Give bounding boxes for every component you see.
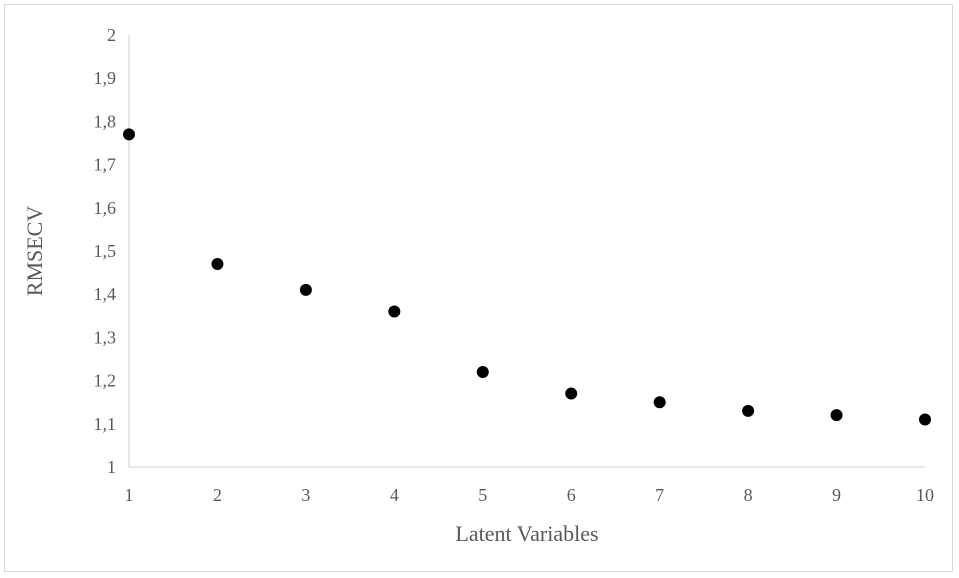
data-point (565, 387, 578, 400)
data-point (653, 396, 666, 409)
x-tick-label: 1 (125, 485, 134, 505)
x-tick-label: 8 (744, 485, 753, 505)
y-axis-title: RMSECV (22, 206, 47, 297)
x-tick-labels: 1 2 3 4 5 6 7 8 9 10 (125, 485, 935, 505)
x-tick-label: 4 (390, 485, 399, 505)
y-tick-label: 1,1 (94, 414, 117, 434)
y-tick-label: 1,7 (94, 155, 117, 175)
data-point (388, 305, 401, 318)
x-tick-label: 7 (655, 485, 664, 505)
y-tick-label: 1,4 (94, 284, 117, 304)
x-tick-label: 3 (301, 485, 310, 505)
x-tick-label: 9 (832, 485, 841, 505)
data-point (476, 365, 489, 378)
x-tick-label: 5 (478, 485, 487, 505)
y-tick-label: 1,3 (94, 327, 117, 347)
y-tick-label: 1,2 (94, 371, 117, 391)
data-point (299, 283, 312, 296)
data-point (211, 257, 224, 270)
y-tick-label: 1,5 (94, 241, 117, 261)
y-tick-label: 1,6 (94, 198, 117, 218)
data-point (830, 409, 843, 422)
y-tick-label: 1,9 (94, 68, 117, 88)
data-point (919, 413, 931, 426)
x-tick-label: 10 (916, 485, 934, 505)
chart-frame (4, 4, 953, 572)
axes (128, 35, 925, 468)
y-tick-label: 1 (107, 457, 116, 477)
y-tick-label: 2 (107, 25, 116, 45)
y-tick-labels: 1 1,1 1,2 1,3 1,4 1,5 1,6 1,7 1,8 1,9 2 (94, 25, 117, 477)
x-axis-title: Latent Variables (455, 521, 598, 546)
data-points (123, 128, 931, 426)
data-point (123, 128, 135, 141)
data-point (742, 404, 755, 417)
y-tick-label: 1,8 (94, 111, 117, 131)
x-tick-label: 2 (213, 485, 222, 505)
x-tick-label: 6 (567, 485, 576, 505)
